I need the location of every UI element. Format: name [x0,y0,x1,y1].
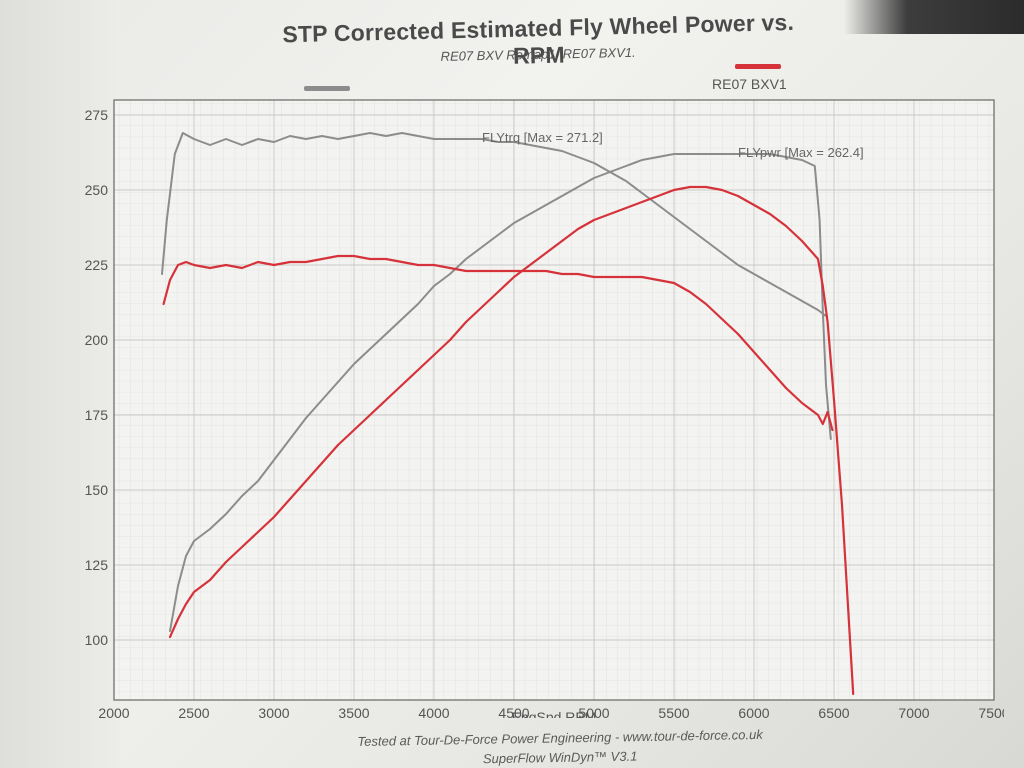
x-axis-label: EngSpd RPM [512,709,597,718]
y-tick-label: 175 [85,407,109,423]
y-tick-label: 100 [85,632,109,648]
legend-label-bxv1: RE07 BXV1 [712,76,787,92]
y-tick-label: 250 [85,182,109,198]
annotation-label: FLYtrq [Max = 271.2] [482,130,603,145]
x-tick-label: 5500 [658,705,689,718]
dyno-chart: FLYtrq [Max = 271.2] FLYpwr [Max = 262.4]… [85,99,1010,725]
x-tick-label: 7000 [898,705,929,718]
x-tick-label: 2500 [178,705,209,718]
x-tick-label: 2000 [98,705,129,718]
x-tick-label: 4500 [498,705,529,718]
y-tick-label: 200 [85,332,109,348]
x-tick-label: 5000 [578,705,609,718]
x-tick-label: 6500 [818,705,849,718]
x-tick-label: 3000 [258,705,289,718]
y-tick-label: 275 [85,107,109,123]
x-tick-label: 3500 [338,705,369,718]
y-tick-label: 225 [85,257,109,273]
x-tick-label: 7500 [978,705,1004,718]
series-line-3 [168,185,855,696]
x-tick-label: 4000 [418,705,449,718]
y-tick-label: 125 [85,557,109,573]
plot-frame: FLYtrq [Max = 271.2] FLYpwr [Max = 262.4]… [84,70,1010,725]
annotation-label: FLYpwr [Max = 262.4] [738,145,864,160]
legend-swatch-bxv1 [735,64,781,69]
paper-left-edge [0,0,120,768]
series-line-2 [162,254,834,432]
series-line-0 [161,132,827,317]
plot-border [113,99,995,701]
y-tick-label: 150 [85,482,109,498]
legend-swatch-remap1 [304,86,350,91]
x-tick-label: 6000 [738,705,769,718]
series-line-1 [169,153,832,632]
dark-background-corner [844,0,1024,34]
